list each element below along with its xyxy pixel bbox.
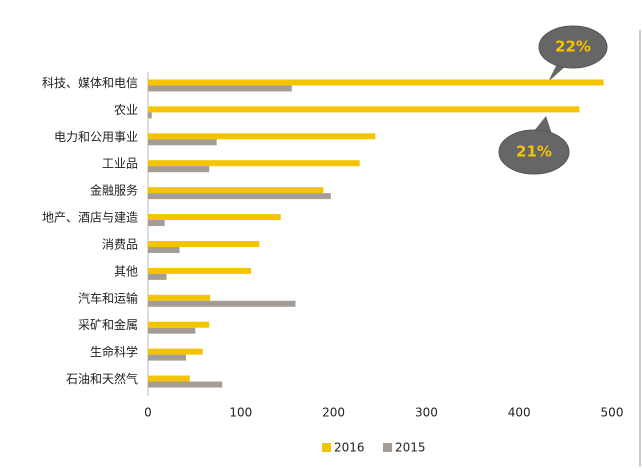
x-tick-label: 400 bbox=[508, 406, 531, 420]
x-tick-label: 300 bbox=[415, 406, 438, 420]
y-tick-label: 农业 bbox=[114, 103, 138, 117]
annotation: 21% bbox=[516, 143, 552, 161]
y-tick-label: 消费品 bbox=[102, 237, 138, 251]
legend-label: 2015 bbox=[395, 441, 426, 455]
bar bbox=[148, 139, 217, 146]
bar bbox=[148, 300, 296, 307]
bar bbox=[148, 112, 152, 119]
y-tick-label: 汽车和运输 bbox=[78, 290, 138, 305]
x-tick-label: 100 bbox=[229, 406, 252, 420]
legend-label: 2016 bbox=[334, 441, 365, 455]
bar bbox=[148, 327, 196, 334]
bar bbox=[148, 321, 210, 328]
y-tick-label: 科技、媒体和电信 bbox=[42, 76, 138, 90]
bar bbox=[148, 193, 331, 200]
y-tick-label: 金融服务 bbox=[90, 183, 138, 198]
bar bbox=[148, 273, 167, 280]
y-tick-label: 采矿和金属 bbox=[78, 317, 138, 332]
bar bbox=[148, 246, 180, 253]
x-tick-label: 500 bbox=[601, 406, 624, 420]
bar bbox=[148, 375, 190, 382]
annotation: 22% bbox=[555, 38, 591, 56]
x-tick-label: 0 bbox=[144, 406, 152, 420]
bar bbox=[148, 348, 203, 355]
y-tick-label: 其他 bbox=[114, 264, 138, 278]
callout: 21% bbox=[498, 116, 570, 175]
y-tick-label: 地产、酒店与建造 bbox=[42, 211, 138, 225]
bar bbox=[148, 133, 376, 140]
bar bbox=[148, 267, 252, 274]
x-tick-label: 200 bbox=[322, 406, 345, 420]
bar bbox=[148, 240, 260, 247]
bar bbox=[148, 166, 210, 173]
y-tick-label: 电力和公用事业 bbox=[54, 130, 138, 144]
y-tick-label: 工业品 bbox=[102, 157, 138, 171]
bar bbox=[148, 79, 604, 86]
y-tick-label: 生命科学 bbox=[90, 344, 138, 359]
bar bbox=[148, 160, 360, 167]
bar bbox=[148, 85, 292, 92]
bar bbox=[148, 294, 211, 301]
bar bbox=[148, 220, 165, 227]
bar bbox=[148, 381, 223, 388]
y-tick-label: 石油和天然气 bbox=[66, 371, 138, 386]
bar bbox=[148, 354, 187, 361]
legend-swatch bbox=[322, 443, 331, 452]
bar bbox=[148, 187, 324, 194]
legend-swatch bbox=[383, 443, 392, 452]
bar bbox=[148, 214, 281, 221]
callout: 22% bbox=[538, 25, 608, 82]
bar bbox=[148, 106, 580, 113]
